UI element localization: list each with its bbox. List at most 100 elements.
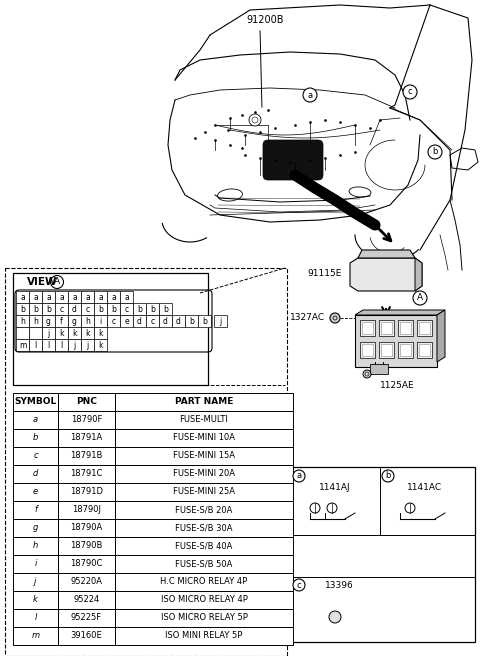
Bar [81, 291, 94, 303]
Bar [115, 555, 293, 573]
Text: k: k [72, 329, 77, 337]
Text: e: e [33, 487, 38, 497]
Text: j: j [219, 316, 222, 325]
Bar [13, 465, 58, 483]
Text: j: j [48, 329, 49, 337]
Text: k: k [85, 329, 90, 337]
Text: l: l [34, 613, 36, 623]
Bar [355, 315, 437, 367]
Text: j: j [34, 577, 36, 586]
Bar [13, 393, 58, 411]
Bar [115, 411, 293, 429]
Bar [58, 411, 115, 429]
Text: i: i [99, 316, 102, 325]
Text: 18791D: 18791D [70, 487, 103, 497]
Polygon shape [437, 310, 445, 362]
Text: h: h [20, 316, 25, 325]
Polygon shape [355, 310, 445, 315]
Text: d: d [163, 316, 168, 325]
Text: ISO MINI RELAY 5P: ISO MINI RELAY 5P [165, 632, 243, 640]
Bar [115, 447, 293, 465]
Text: b: b [20, 304, 25, 314]
Bar [398, 342, 413, 358]
Bar [214, 315, 227, 327]
Bar [120, 291, 133, 303]
Bar [115, 591, 293, 609]
Text: 95220A: 95220A [71, 577, 103, 586]
Bar [55, 327, 68, 339]
Text: 95224: 95224 [73, 596, 100, 604]
Text: a: a [111, 293, 116, 302]
Text: d: d [33, 470, 38, 478]
Bar [81, 303, 94, 315]
Bar [5, 268, 287, 656]
Text: 1141AJ: 1141AJ [319, 483, 351, 491]
Text: VIEW: VIEW [27, 277, 58, 287]
Text: a: a [307, 91, 312, 100]
Text: g: g [46, 316, 51, 325]
Text: f: f [60, 316, 63, 325]
Text: PNC: PNC [76, 398, 97, 407]
Bar [185, 315, 198, 327]
Text: 18791B: 18791B [70, 451, 103, 461]
Text: h: h [33, 316, 38, 325]
Text: 18790A: 18790A [71, 523, 103, 533]
Bar [120, 303, 133, 315]
Circle shape [382, 470, 394, 482]
Bar [16, 339, 29, 351]
Text: FUSE-S/B 40A: FUSE-S/B 40A [175, 541, 233, 550]
Bar [58, 591, 115, 609]
Text: FUSE-MINI 20A: FUSE-MINI 20A [173, 470, 235, 478]
Bar [58, 483, 115, 501]
Bar [115, 483, 293, 501]
Text: l: l [60, 340, 62, 350]
Bar [133, 303, 146, 315]
Bar [94, 339, 107, 351]
Text: b: b [163, 304, 168, 314]
Bar [417, 320, 432, 336]
Bar [81, 315, 94, 327]
Bar [13, 429, 58, 447]
Bar [115, 501, 293, 519]
Bar [400, 322, 411, 334]
Bar [362, 322, 373, 334]
Text: g: g [72, 316, 77, 325]
Text: 18790C: 18790C [70, 560, 103, 569]
Text: A: A [54, 277, 60, 287]
Circle shape [303, 88, 317, 102]
Bar [42, 291, 55, 303]
Text: c: c [297, 581, 301, 590]
Text: k: k [98, 329, 103, 337]
Bar [68, 303, 81, 315]
Bar [107, 315, 120, 327]
Text: b: b [33, 434, 38, 443]
Text: j: j [73, 340, 76, 350]
Bar [360, 342, 375, 358]
Text: a: a [20, 293, 25, 302]
Circle shape [50, 276, 63, 289]
Text: 18791A: 18791A [71, 434, 103, 443]
Text: 1125AE: 1125AE [380, 380, 414, 390]
Bar [115, 465, 293, 483]
Circle shape [428, 145, 442, 159]
Bar [13, 591, 58, 609]
Text: b: b [189, 316, 194, 325]
Text: a: a [33, 415, 38, 424]
Text: H.C MICRO RELAY 4P: H.C MICRO RELAY 4P [160, 577, 248, 586]
Bar [16, 315, 29, 327]
Text: a: a [72, 293, 77, 302]
Bar [58, 537, 115, 555]
Bar [68, 291, 81, 303]
Bar [115, 393, 293, 411]
Bar [379, 320, 394, 336]
Bar [29, 291, 42, 303]
Text: FUSE-S/B 30A: FUSE-S/B 30A [175, 523, 233, 533]
Bar [13, 447, 58, 465]
Bar [29, 339, 42, 351]
Bar [13, 573, 58, 591]
Bar [398, 320, 413, 336]
Text: d: d [137, 316, 142, 325]
Text: c: c [60, 304, 63, 314]
Bar [55, 315, 68, 327]
Bar [13, 627, 58, 645]
